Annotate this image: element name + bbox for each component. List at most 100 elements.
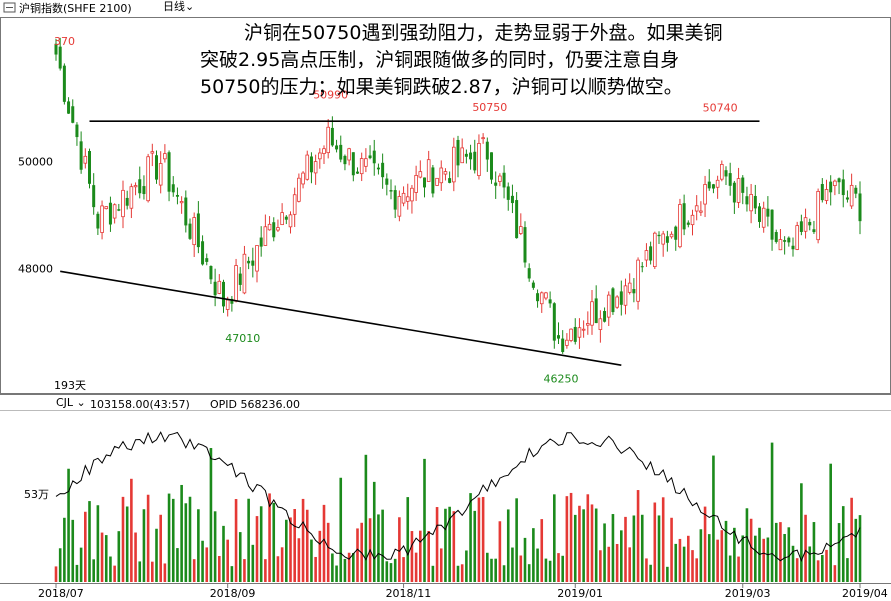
- candle-body: [368, 155, 372, 159]
- volume-bar: [540, 519, 544, 582]
- candle-body: [603, 311, 607, 322]
- candle-body: [686, 222, 690, 225]
- volume-bar: [104, 535, 108, 582]
- candle-body: [217, 280, 222, 294]
- volume-bar: [527, 564, 531, 582]
- candle-body: [594, 298, 598, 324]
- candle-body: [590, 301, 594, 326]
- volume-bar: [293, 509, 296, 582]
- candle-body: [841, 179, 845, 196]
- volume-bar: [846, 558, 849, 582]
- candle-body: [213, 281, 217, 296]
- candle-body: [490, 152, 493, 180]
- volume-bar: [134, 532, 137, 582]
- volume-bar: [213, 511, 217, 582]
- volume-bar: [573, 514, 577, 582]
- candle-body: [372, 150, 376, 164]
- chart-header: 沪铜指数(SHFE 2100): [3, 1, 132, 15]
- candle-body: [326, 126, 330, 154]
- candle-body: [837, 178, 841, 183]
- candle-body: [741, 177, 745, 193]
- volume-bar: [79, 547, 83, 582]
- price-tick-label: 50000: [18, 155, 53, 168]
- volume-bar: [318, 530, 322, 582]
- volume-bar: [833, 565, 837, 582]
- candle-body: [222, 281, 225, 307]
- candle-body: [494, 182, 498, 186]
- candle-body: [426, 159, 431, 182]
- volume-bar: [586, 494, 590, 582]
- commentary-line: 沪铜在50750遇到强劲阻力，走势显弱于外盘。如果美铜: [244, 22, 723, 44]
- candle-body: [435, 177, 439, 186]
- candle-body: [787, 237, 791, 243]
- x-tick-label: 2018/09: [210, 587, 256, 600]
- x-tick-label: 2019/01: [557, 587, 603, 600]
- volume-bar: [289, 517, 292, 582]
- volume-bar: [84, 511, 87, 582]
- price-tick-label: 48000: [18, 263, 53, 276]
- candle-body: [184, 197, 188, 226]
- volume-bar: [385, 561, 389, 582]
- commentary-line: 突破2.95高点压制，沪铜跟随做多的同时，仍要注意自身: [200, 49, 680, 71]
- candle-body: [163, 153, 167, 160]
- candle-body: [481, 137, 485, 140]
- volume-bar: [381, 509, 384, 582]
- candle-body: [577, 327, 582, 338]
- volume-bar: [661, 497, 665, 582]
- candle-body: [133, 185, 138, 188]
- volume-bar: [749, 518, 753, 582]
- x-tick-label: 2019/03: [725, 587, 771, 600]
- volume-bar: [155, 528, 158, 582]
- volume-bar: [720, 530, 724, 582]
- volume-tick-label: 53万: [24, 488, 49, 501]
- period-selector[interactable]: 日线⌄: [163, 0, 194, 14]
- indicator-selector[interactable]: CJL ⌄: [56, 396, 86, 410]
- volume-bar: [486, 552, 489, 582]
- volume-bar: [628, 547, 631, 582]
- volume-bar: [770, 442, 774, 582]
- candle-body: [96, 213, 100, 229]
- period-label: 日线: [163, 0, 185, 13]
- candle-body: [79, 141, 83, 170]
- volume-bar: [678, 538, 682, 582]
- candle-body: [234, 265, 238, 302]
- volume-bar: [565, 496, 569, 582]
- volume-bar: [741, 535, 745, 582]
- volume-bar: [431, 565, 435, 582]
- candle-body: [339, 144, 343, 160]
- candle-body: [201, 241, 205, 265]
- candle-body: [410, 187, 414, 202]
- volume-bar: [372, 481, 376, 582]
- volume-bar: [707, 534, 711, 582]
- candle-body: [359, 158, 364, 175]
- candle-body: [439, 167, 444, 184]
- volume-bar: [787, 527, 791, 582]
- candle-body: [280, 212, 284, 226]
- candle-body: [552, 303, 556, 341]
- candle-body: [58, 46, 62, 69]
- indicator-volume: 103158.00(43:57): [90, 398, 190, 411]
- candle-body: [611, 288, 615, 313]
- volume-bar: [377, 514, 380, 582]
- candle-body: [452, 146, 456, 183]
- volume-bar: [515, 498, 518, 582]
- volume-bar: [473, 510, 477, 582]
- price-layer: 50990 50750 50740 47010 46250: [54, 37, 862, 386]
- candle-body: [690, 214, 695, 226]
- candle-body: [364, 158, 368, 167]
- volume-bar: [259, 506, 263, 582]
- candle-body: [242, 253, 247, 294]
- candle-body: [506, 186, 510, 200]
- candle-body: [669, 233, 674, 238]
- volume-bar: [444, 508, 447, 582]
- commentary-line: 50750的压力；如果美铜跌破2.87，沪铜可以顺势做空。: [200, 76, 683, 98]
- volume-bar: [599, 550, 602, 582]
- candle-body: [351, 152, 355, 176]
- volume-bar: [71, 519, 75, 582]
- candle-body: [473, 151, 477, 171]
- volume-bar: [276, 556, 280, 582]
- volume-bar: [180, 484, 183, 582]
- candle-body: [766, 208, 770, 217]
- volume-bar: [465, 550, 468, 582]
- volume-bar: [779, 522, 782, 582]
